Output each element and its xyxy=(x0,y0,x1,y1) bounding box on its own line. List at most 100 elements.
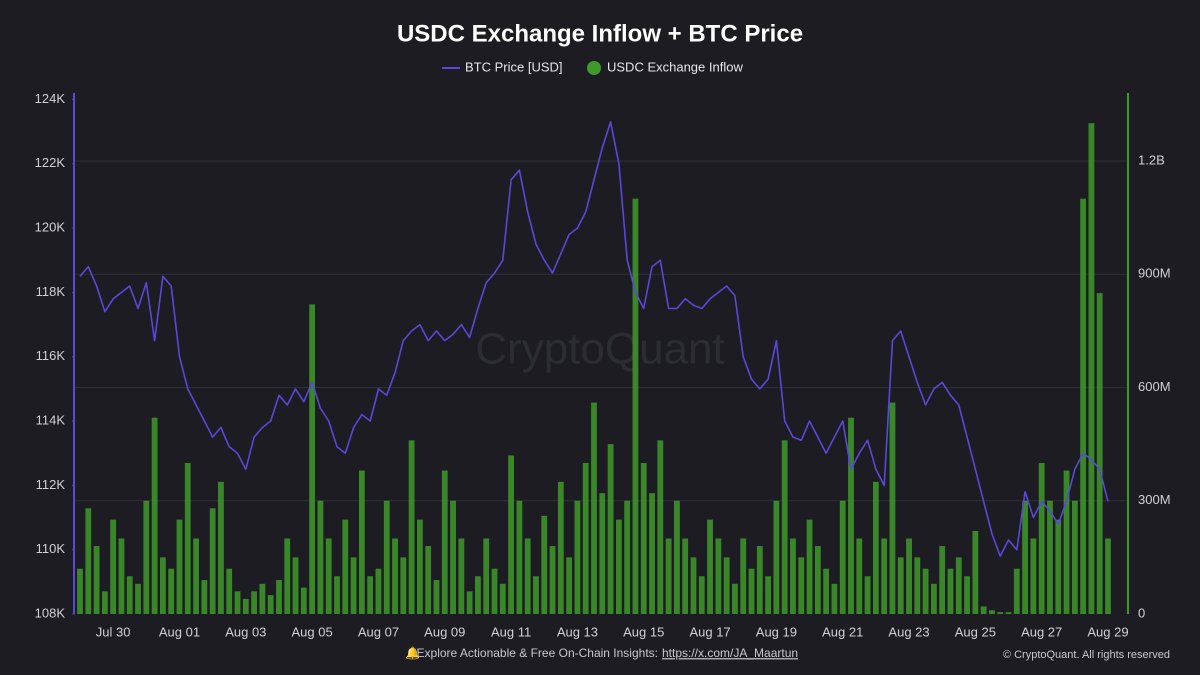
bar xyxy=(176,519,183,614)
bar xyxy=(839,500,846,614)
bar xyxy=(931,583,937,614)
bar xyxy=(557,481,564,614)
bar xyxy=(85,508,92,614)
bar xyxy=(1022,500,1028,614)
bar xyxy=(1096,293,1103,614)
y-tick-label: 114K xyxy=(36,412,66,427)
bar xyxy=(309,304,316,614)
bar xyxy=(897,557,904,614)
bar xyxy=(690,557,697,614)
bar xyxy=(441,470,448,614)
bar xyxy=(483,538,490,614)
y2-tick-label: 300M xyxy=(1138,492,1171,507)
bar xyxy=(251,591,257,614)
bar xyxy=(135,583,141,614)
x-tick-label: Aug 03 xyxy=(225,624,266,639)
bar xyxy=(823,568,830,614)
bar xyxy=(300,587,307,614)
bar xyxy=(201,580,208,614)
bar xyxy=(218,481,224,614)
bar xyxy=(864,576,871,614)
bar xyxy=(798,557,805,614)
x-tick-label: Aug 13 xyxy=(557,624,598,639)
bar xyxy=(292,557,299,614)
bar xyxy=(541,515,548,614)
bar xyxy=(665,538,672,614)
y-tick-label: 122K xyxy=(35,155,66,170)
bar xyxy=(350,557,357,614)
bar xyxy=(715,538,722,614)
bar xyxy=(325,538,332,614)
bar xyxy=(872,481,879,614)
bar xyxy=(947,568,954,614)
bar xyxy=(209,508,216,614)
bar xyxy=(1105,538,1111,614)
bar xyxy=(101,591,108,614)
bar xyxy=(1063,470,1070,614)
bar xyxy=(118,538,125,614)
bar xyxy=(1030,538,1037,614)
footer-link[interactable]: https://x.com/JA_Maartun xyxy=(662,646,798,660)
bar xyxy=(674,500,680,614)
x-tick-label: Aug 23 xyxy=(888,624,929,639)
bar xyxy=(582,462,589,614)
x-tick-label: Aug 15 xyxy=(623,624,664,639)
bar xyxy=(773,500,780,614)
bar xyxy=(184,462,191,614)
bar xyxy=(143,500,150,614)
bar xyxy=(110,519,117,614)
bar xyxy=(160,557,166,614)
bar xyxy=(615,519,622,614)
bar xyxy=(342,519,349,614)
y-tick-label: 118K xyxy=(36,284,66,299)
x-tick-label: Aug 05 xyxy=(292,624,333,639)
bar xyxy=(383,500,390,614)
bar xyxy=(781,440,788,614)
bar xyxy=(93,546,100,614)
y2-tick-label: 600M xyxy=(1138,379,1171,394)
legend-label: USDC Exchange Inflow xyxy=(607,59,743,74)
bar xyxy=(989,610,995,614)
bar xyxy=(242,598,249,614)
bar xyxy=(707,519,713,614)
bar xyxy=(77,568,83,614)
x-tick-label: Aug 01 xyxy=(159,624,200,639)
bar xyxy=(516,500,523,614)
bar xyxy=(624,500,631,614)
bar xyxy=(392,538,398,614)
legend-swatch xyxy=(587,61,601,75)
bar xyxy=(475,576,481,614)
bar xyxy=(955,557,962,614)
bar xyxy=(566,557,573,614)
bar xyxy=(417,519,423,614)
bar xyxy=(591,402,597,614)
bar xyxy=(649,493,655,614)
y2-tick-label: 0 xyxy=(1138,605,1145,620)
x-tick-label: Aug 25 xyxy=(955,624,996,639)
price-line xyxy=(79,121,1109,557)
bar xyxy=(334,576,340,614)
bar xyxy=(400,557,407,614)
footer-icon: 🔔 xyxy=(405,646,420,660)
bar xyxy=(491,568,498,614)
y-tick-label: 110K xyxy=(36,541,66,556)
bar xyxy=(375,568,382,614)
x-tick-label: Aug 17 xyxy=(689,624,730,639)
bar xyxy=(698,576,705,614)
x-tick-label: Jul 30 xyxy=(96,624,131,639)
bar xyxy=(126,576,133,614)
chart-title: USDC Exchange Inflow + BTC Price xyxy=(397,20,803,47)
bar xyxy=(1080,198,1087,614)
bar xyxy=(425,546,432,614)
bar xyxy=(1005,612,1012,614)
y-tick-label: 108K xyxy=(35,605,66,620)
y2-tick-label: 900M xyxy=(1138,266,1171,281)
bar xyxy=(267,595,274,614)
bar xyxy=(640,462,647,614)
bar xyxy=(533,576,539,614)
bar xyxy=(226,568,233,614)
bar xyxy=(748,568,755,614)
bar xyxy=(599,493,606,614)
bar xyxy=(732,583,738,614)
